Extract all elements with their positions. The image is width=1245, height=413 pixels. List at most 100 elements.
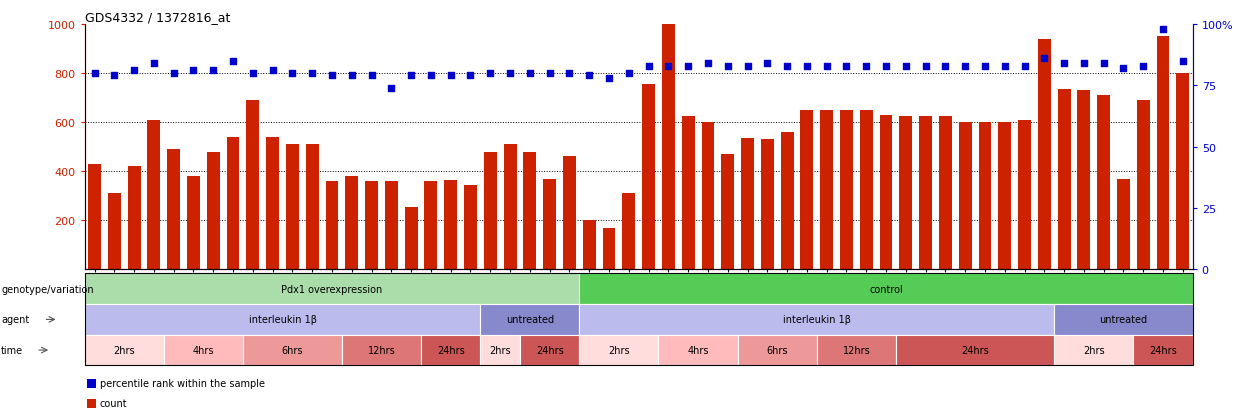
Bar xyxy=(959,123,971,270)
Point xyxy=(243,71,263,77)
Point xyxy=(124,68,144,75)
Point xyxy=(441,73,461,80)
Point xyxy=(639,63,659,70)
Bar xyxy=(464,185,477,270)
Point xyxy=(737,63,757,70)
Point xyxy=(559,71,579,77)
Point xyxy=(1093,61,1113,67)
Point xyxy=(421,73,441,80)
Bar xyxy=(444,180,457,270)
Bar xyxy=(860,111,873,270)
Text: 4hrs: 4hrs xyxy=(687,345,708,355)
Point xyxy=(223,58,243,65)
Point xyxy=(579,73,599,80)
Bar xyxy=(1018,120,1031,270)
Bar xyxy=(840,111,853,270)
Text: untreated: untreated xyxy=(505,315,554,325)
Bar xyxy=(484,152,497,270)
Bar xyxy=(998,123,1011,270)
Text: 24hrs: 24hrs xyxy=(1149,345,1177,355)
Bar xyxy=(1058,90,1071,270)
Point xyxy=(1055,61,1074,67)
Point xyxy=(876,63,896,70)
Bar xyxy=(919,116,933,270)
Point xyxy=(283,71,303,77)
Text: agent: agent xyxy=(1,315,30,325)
Bar xyxy=(1117,179,1130,270)
Point xyxy=(401,73,421,80)
Point xyxy=(896,63,916,70)
Bar xyxy=(761,140,773,270)
Point xyxy=(322,73,342,80)
Point xyxy=(500,71,520,77)
Point xyxy=(817,63,837,70)
Point xyxy=(935,63,955,70)
Point xyxy=(481,71,500,77)
Text: untreated: untreated xyxy=(1099,315,1148,325)
Bar xyxy=(662,25,675,270)
Bar xyxy=(622,194,635,270)
Bar xyxy=(365,182,378,270)
Point xyxy=(718,63,738,70)
Bar xyxy=(682,116,695,270)
Point xyxy=(599,75,619,82)
Text: interleukin 1β: interleukin 1β xyxy=(249,315,316,325)
Point xyxy=(797,63,817,70)
Bar xyxy=(128,167,141,270)
Point xyxy=(144,61,164,67)
Point xyxy=(777,63,797,70)
Text: 2hrs: 2hrs xyxy=(1083,345,1104,355)
Point xyxy=(915,63,935,70)
Bar xyxy=(721,154,735,270)
Bar xyxy=(543,179,557,270)
Text: 24hrs: 24hrs xyxy=(961,345,989,355)
Point xyxy=(520,71,540,77)
Bar xyxy=(979,123,991,270)
Bar xyxy=(108,194,121,270)
Bar xyxy=(1038,40,1051,270)
Point xyxy=(203,68,223,75)
Point xyxy=(659,63,679,70)
Text: Pdx1 overexpression: Pdx1 overexpression xyxy=(281,284,382,294)
Point xyxy=(619,71,639,77)
Bar xyxy=(187,177,200,270)
Bar xyxy=(1177,74,1189,270)
Bar xyxy=(1077,91,1091,270)
Bar xyxy=(1137,101,1149,270)
Point xyxy=(1113,66,1133,72)
Bar xyxy=(425,182,437,270)
Point xyxy=(857,63,876,70)
Bar xyxy=(306,145,319,270)
Point xyxy=(164,71,184,77)
Bar xyxy=(603,228,615,270)
Point xyxy=(975,63,995,70)
Text: genotype/variation: genotype/variation xyxy=(1,284,93,294)
Point xyxy=(1035,56,1055,62)
Point xyxy=(183,68,203,75)
Point xyxy=(303,71,322,77)
Bar xyxy=(405,207,417,270)
Text: count: count xyxy=(100,398,127,408)
Bar xyxy=(820,111,833,270)
Text: 2hrs: 2hrs xyxy=(608,345,630,355)
Text: 24hrs: 24hrs xyxy=(535,345,564,355)
Bar xyxy=(88,164,101,270)
Bar xyxy=(642,85,655,270)
Point xyxy=(995,63,1015,70)
Bar xyxy=(701,123,715,270)
Bar xyxy=(781,133,793,270)
Point xyxy=(679,63,698,70)
Text: 12hrs: 12hrs xyxy=(367,345,396,355)
Point xyxy=(837,63,857,70)
Bar xyxy=(801,111,813,270)
Text: 24hrs: 24hrs xyxy=(437,345,464,355)
Bar xyxy=(325,182,339,270)
Text: 12hrs: 12hrs xyxy=(843,345,870,355)
Bar xyxy=(741,139,754,270)
Point xyxy=(381,85,401,92)
Point xyxy=(698,61,718,67)
Bar xyxy=(879,115,893,270)
Point xyxy=(85,71,105,77)
Bar xyxy=(523,152,537,270)
Point xyxy=(955,63,975,70)
